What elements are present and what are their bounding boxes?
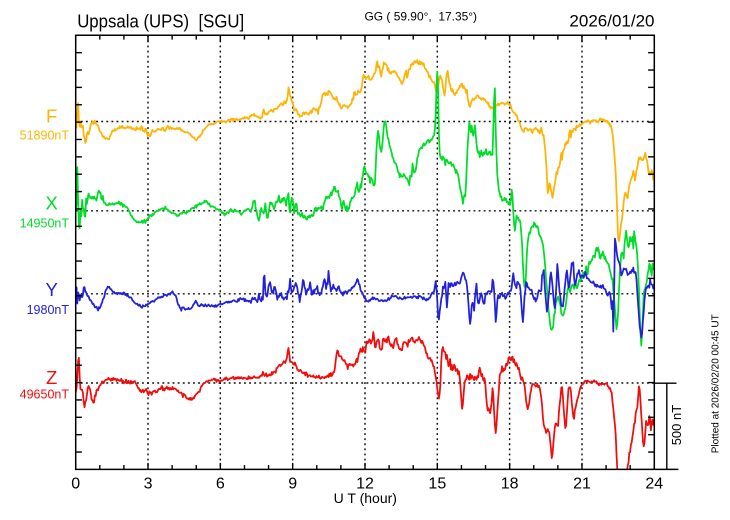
svg-text:18: 18 bbox=[501, 475, 519, 492]
svg-text:51890nT: 51890nT bbox=[20, 129, 70, 143]
svg-text:Plotted at 2026/02/20 00:45 UT: Plotted at 2026/02/20 00:45 UT bbox=[710, 314, 721, 453]
svg-text:0: 0 bbox=[71, 475, 80, 492]
svg-text:9: 9 bbox=[288, 475, 297, 492]
svg-text:GG ( 59.90°, 17.35°): GG ( 59.90°, 17.35°) bbox=[365, 9, 478, 23]
svg-text:Uppsala (UPS) [SGU]: Uppsala (UPS) [SGU] bbox=[77, 11, 244, 32]
svg-text:1980nT: 1980nT bbox=[27, 303, 70, 317]
svg-text:Z: Z bbox=[46, 367, 57, 388]
svg-text:U T (hour): U T (hour) bbox=[334, 490, 397, 506]
svg-text:3: 3 bbox=[144, 475, 153, 492]
svg-text:Y: Y bbox=[46, 279, 58, 300]
svg-text:2026/01/20: 2026/01/20 bbox=[569, 11, 654, 30]
svg-text:49650nT: 49650nT bbox=[20, 388, 70, 402]
svg-text:14950nT: 14950nT bbox=[20, 216, 70, 230]
svg-text:6: 6 bbox=[216, 475, 225, 492]
svg-text:24: 24 bbox=[645, 475, 663, 492]
svg-text:F: F bbox=[46, 105, 57, 126]
svg-text:12: 12 bbox=[356, 475, 374, 492]
svg-text:X: X bbox=[46, 192, 58, 213]
svg-text:500 nT: 500 nT bbox=[669, 405, 684, 446]
svg-text:21: 21 bbox=[573, 475, 591, 492]
svg-text:15: 15 bbox=[428, 475, 446, 492]
